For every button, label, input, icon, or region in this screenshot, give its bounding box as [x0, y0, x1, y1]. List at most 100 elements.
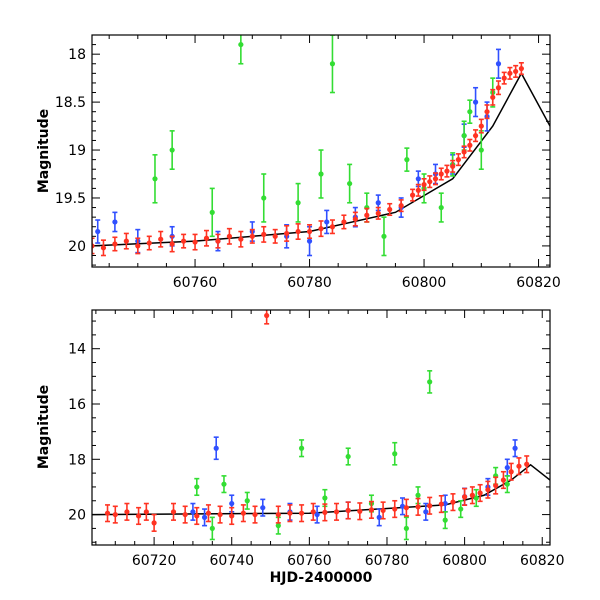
- data-point: [461, 133, 467, 139]
- data-point: [341, 219, 347, 225]
- data-point: [261, 195, 267, 201]
- bottom-panel: 60720 60740 60760 60780 60800 60820 14 16 18 20 M…: [36, 309, 565, 586]
- model-curve: [92, 463, 550, 516]
- data-point: [410, 192, 416, 198]
- data-point: [275, 523, 281, 529]
- data-point: [403, 525, 409, 532]
- data-point: [477, 490, 483, 496]
- data-point: [209, 209, 215, 215]
- data-point: [345, 507, 351, 514]
- y-tick-label: 19: [68, 143, 86, 159]
- data-point: [215, 238, 221, 244]
- data-point: [298, 445, 305, 451]
- bottom-panel-x-axis-label: HJD-2400000: [270, 570, 373, 586]
- data-point: [375, 210, 381, 216]
- data-point: [438, 171, 444, 177]
- data-point: [260, 505, 266, 511]
- data-series: [92, 62, 524, 257]
- bottom-panel-model: [92, 463, 550, 516]
- data-point: [170, 509, 177, 515]
- data-point: [322, 509, 328, 515]
- data-point: [504, 481, 510, 487]
- data-point: [205, 510, 212, 516]
- data-point: [124, 509, 130, 515]
- bottom-panel-data: [104, 310, 530, 541]
- y-tick-label: 20: [68, 508, 86, 524]
- data-point: [306, 228, 313, 235]
- data-point: [495, 85, 502, 91]
- data-point: [403, 505, 409, 511]
- top-panel: 60760 60780 60800 60820 18 18.5 19 19.5 20 Magni…: [36, 34, 561, 291]
- data-point: [375, 200, 381, 206]
- data-point: [461, 149, 467, 155]
- data-point: [322, 495, 328, 501]
- data-point: [261, 231, 267, 238]
- data-point: [427, 503, 433, 509]
- top-panel-y-axis-label: Magnitude: [36, 109, 52, 193]
- data-point: [347, 180, 353, 187]
- data-point: [95, 228, 101, 235]
- data-point: [264, 312, 270, 319]
- x-tick-label: 60760: [173, 275, 218, 291]
- y-tick-label: 18: [68, 452, 86, 468]
- data-point: [123, 238, 129, 244]
- data-point: [249, 233, 255, 239]
- data-point: [484, 109, 490, 115]
- data-point: [229, 500, 235, 507]
- data-point: [392, 506, 398, 512]
- x-tick-label: 60800: [442, 553, 487, 569]
- data-point: [438, 204, 444, 211]
- data-point: [381, 233, 387, 239]
- data-point: [209, 525, 215, 532]
- data-point: [314, 511, 320, 518]
- data-point: [194, 484, 200, 490]
- x-tick-label: 60720: [132, 553, 177, 569]
- data-point: [473, 495, 479, 501]
- data-series: [152, 35, 496, 257]
- data-point: [444, 168, 450, 174]
- data-point: [442, 500, 448, 507]
- data-point: [469, 492, 475, 498]
- data-point: [423, 509, 429, 515]
- data-point: [438, 501, 444, 507]
- data-point: [500, 477, 507, 483]
- data-point: [238, 236, 244, 242]
- data-point: [100, 245, 107, 251]
- data-point: [192, 239, 198, 245]
- data-point: [495, 61, 502, 67]
- data-point: [181, 238, 187, 244]
- data-point: [112, 241, 118, 247]
- data-point: [112, 219, 118, 225]
- data-point: [203, 235, 210, 241]
- data-point: [450, 499, 456, 505]
- data-point: [217, 511, 223, 518]
- data-point: [272, 233, 278, 239]
- data-point: [306, 238, 313, 244]
- data-point: [455, 157, 461, 163]
- y-tick-label: 16: [68, 397, 86, 413]
- data-point: [112, 511, 118, 518]
- data-point: [472, 133, 479, 139]
- x-tick-label: 60800: [402, 275, 447, 291]
- data-point: [104, 510, 111, 516]
- data-point: [201, 514, 208, 520]
- data-point: [376, 514, 382, 520]
- data-point: [516, 463, 522, 469]
- data-point: [415, 187, 421, 193]
- data-point: [151, 520, 157, 526]
- data-point: [490, 94, 496, 100]
- top-panel-ticks: 60760 60780 60800 60820 18 18.5 19 19.5 20: [55, 34, 561, 291]
- data-point: [513, 68, 519, 75]
- data-point: [194, 513, 200, 519]
- data-point: [512, 445, 518, 451]
- data-point: [427, 379, 433, 385]
- data-point: [380, 507, 386, 514]
- data-series: [190, 436, 518, 527]
- data-point: [421, 181, 427, 188]
- data-point: [472, 99, 479, 105]
- data-point: [398, 203, 404, 209]
- data-point: [169, 147, 175, 153]
- data-point: [462, 494, 468, 500]
- bottom-panel-y-axis-label: Magnitude: [36, 385, 52, 469]
- data-point: [415, 492, 421, 498]
